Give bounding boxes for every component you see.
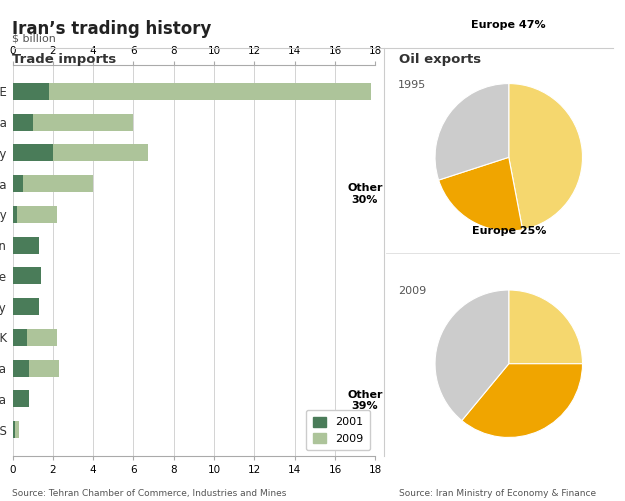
Bar (12, 144, 148, 161)
Wedge shape (435, 84, 509, 180)
Bar (12, 390, 29, 407)
Text: Source: Iran Ministry of Economy & Finance: Source: Iran Ministry of Economy & Finan… (399, 489, 596, 498)
Bar (12, 114, 134, 131)
Bar (12, 175, 22, 192)
Wedge shape (439, 157, 522, 231)
Bar (12, 390, 29, 407)
Text: 2009: 2009 (398, 287, 426, 296)
Text: Europe 25%: Europe 25% (472, 226, 546, 236)
Bar (12, 206, 16, 223)
Bar (12, 329, 27, 346)
Text: Europe 47%: Europe 47% (471, 20, 546, 30)
Legend: 2001, 2009: 2001, 2009 (306, 410, 370, 450)
Text: Other
39%: Other 39% (348, 390, 382, 411)
Bar (12, 236, 39, 254)
Bar (12, 144, 53, 161)
Bar (12, 298, 39, 315)
Wedge shape (509, 290, 582, 364)
Bar (12, 83, 49, 100)
Text: Oil exports: Oil exports (399, 53, 481, 66)
Bar (12, 421, 14, 438)
Bar (12, 268, 41, 285)
Bar (12, 421, 19, 438)
Wedge shape (435, 290, 509, 420)
Bar (12, 206, 57, 223)
Text: 1995: 1995 (398, 80, 426, 90)
Wedge shape (509, 84, 582, 230)
Bar (12, 360, 59, 377)
Text: Trade imports: Trade imports (12, 53, 117, 66)
Bar (12, 329, 57, 346)
Bar (12, 268, 41, 285)
Bar (12, 114, 32, 131)
Bar (12, 360, 29, 377)
Bar (12, 175, 93, 192)
Bar (12, 298, 39, 315)
Wedge shape (462, 364, 582, 437)
Text: Source: Tehran Chamber of Commerce, Industries and Mines: Source: Tehran Chamber of Commerce, Indu… (12, 489, 287, 498)
Text: Iran’s trading history: Iran’s trading history (12, 20, 212, 38)
X-axis label: $ billion: $ billion (12, 34, 56, 44)
Bar (12, 236, 39, 254)
Bar (12, 83, 371, 100)
Text: Other
30%: Other 30% (348, 183, 382, 205)
